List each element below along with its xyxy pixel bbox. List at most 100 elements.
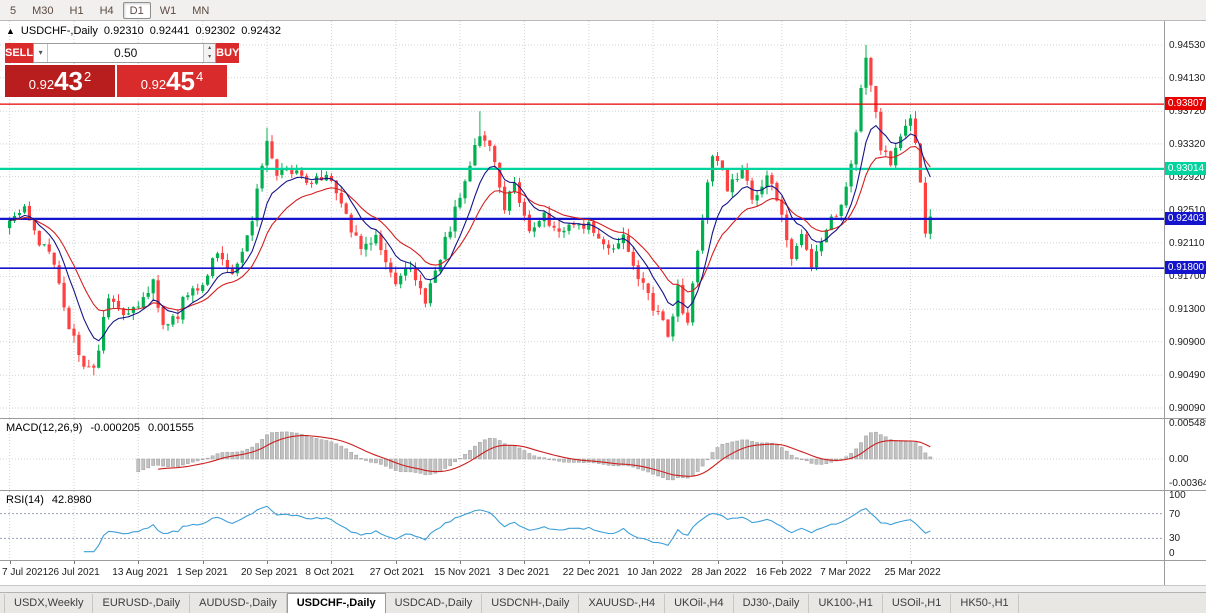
time-tick bbox=[588, 561, 590, 564]
price-tick-label: 0.93720 bbox=[1169, 106, 1206, 118]
price-tick-label: 0.92510 bbox=[1169, 205, 1206, 217]
macd-indicator-pane[interactable] bbox=[0, 419, 1164, 490]
price-tick-label: 0.92920 bbox=[1169, 171, 1206, 183]
chart-tab-uk100-h1[interactable]: UK100-,H1 bbox=[809, 594, 883, 613]
pane-separator[interactable] bbox=[0, 418, 1206, 419]
price-tick-label: 0.90490 bbox=[1169, 370, 1206, 382]
open-value: 0.92310 bbox=[103, 25, 144, 37]
volume-dropdown-button[interactable]: ▾ bbox=[34, 44, 49, 62]
one-click-trade-panel: SELL ▾ ▴ ▾ BUY 0.92432 bbox=[5, 43, 240, 97]
rsi-tick-label: 0 bbox=[1169, 548, 1175, 559]
pane-separator[interactable] bbox=[0, 490, 1206, 491]
volume-decrement-button[interactable]: ▾ bbox=[204, 53, 216, 62]
chart-tab-usdx-weekly[interactable]: USDX,Weekly bbox=[4, 594, 94, 613]
chart-tab-xauusd-h4[interactable]: XAUUSD-,H4 bbox=[579, 594, 666, 613]
time-tick bbox=[653, 561, 655, 564]
time-tick-label: 10 Jan 2022 bbox=[627, 567, 683, 578]
time-tick bbox=[781, 561, 783, 564]
price-tick-label: 0.94130 bbox=[1169, 72, 1206, 84]
timeframe-toolbar: 5 M30 H1 H4 D1 W1 MN bbox=[0, 0, 1206, 21]
chart-tab-usdchf-daily[interactable]: USDCHF-,Daily bbox=[286, 593, 386, 613]
time-tick-label: 25 Mar 2022 bbox=[884, 567, 941, 578]
sell-button[interactable]: SELL bbox=[5, 43, 34, 63]
chart-tabs-bar: USDX,Weekly EURUSD-,Daily AUDUSD-,Daily USD… bbox=[0, 592, 1206, 613]
chart-tab-usdcnh-daily[interactable]: USDCNH-,Daily bbox=[482, 594, 580, 613]
macd-value: -0.000205 bbox=[90, 422, 140, 434]
bid-pipette: 2 bbox=[84, 69, 92, 84]
price-axis[interactable]: 0.94530 0.94130 0.93720 0.93320 0.92920 0.925… bbox=[1164, 21, 1206, 585]
volume-spinner: ▴ ▾ bbox=[203, 44, 216, 62]
volume-combo: ▾ ▴ ▾ bbox=[33, 43, 217, 63]
time-tick-label: 27 Oct 2021 bbox=[369, 567, 425, 578]
bid-main-digits: 43 bbox=[54, 66, 83, 96]
price-level-tag: 0.92403 bbox=[1165, 211, 1206, 225]
time-tick-label: 1 Sep 2021 bbox=[176, 567, 228, 578]
chart-window: ▲ USDCHF-,Daily 0.92310 0.92441 0.92302 … bbox=[0, 21, 1206, 585]
price-tick-label: 0.93320 bbox=[1169, 138, 1206, 150]
collapse-trade-panel-icon[interactable]: ▲ bbox=[6, 26, 15, 36]
time-tick bbox=[202, 561, 204, 564]
time-tick bbox=[267, 561, 268, 564]
timeframe-H1[interactable]: H1 bbox=[69, 4, 84, 17]
chart-tab-usoil-h1[interactable]: USOil-,H1 bbox=[883, 594, 952, 613]
price-tick-label: 0.91300 bbox=[1169, 304, 1206, 316]
timeframe-H4[interactable]: H4 bbox=[99, 4, 114, 17]
chart-tab-eurusd-daily[interactable]: EURUSD-,Daily bbox=[93, 594, 191, 613]
chart-tab-dj30-daily[interactable]: DJ30-,Daily bbox=[734, 594, 810, 613]
rsi-name: RSI(14) bbox=[6, 494, 44, 506]
ask-price[interactable]: 0.92 45 4 bbox=[117, 65, 227, 97]
time-tick bbox=[9, 561, 11, 564]
chart-symbol-period-label: USDCHF-,Daily bbox=[20, 25, 98, 37]
chart-tab-hk50-h1[interactable]: HK50-,H1 bbox=[951, 594, 1019, 613]
timeframe-W1[interactable]: W1 bbox=[159, 4, 177, 17]
price-level-tag: 0.93807 bbox=[1165, 97, 1206, 111]
pane-separator[interactable] bbox=[0, 560, 1206, 561]
time-tick-label: 7 Jul 2021 bbox=[2, 567, 49, 578]
time-tick-label: 7 Mar 2022 bbox=[820, 567, 871, 578]
chart-title-bar: ▲ USDCHF-,Daily 0.92310 0.92441 0.92302 … bbox=[6, 25, 281, 37]
price-tick-label: 0.90090 bbox=[1169, 403, 1206, 414]
chart-tab-usdcad-daily[interactable]: USDCAD-,Daily bbox=[386, 594, 483, 613]
chart-tab-audusd-daily[interactable]: AUDUSD-,Daily bbox=[190, 594, 287, 613]
time-tick-label: 8 Oct 2021 bbox=[305, 567, 355, 578]
price-tick-label: 0.92110 bbox=[1169, 237, 1205, 249]
time-tick-label: 22 Dec 2021 bbox=[562, 567, 620, 578]
time-tick bbox=[331, 561, 333, 564]
time-tick-label: 13 Aug 2021 bbox=[112, 567, 169, 578]
price-chart[interactable] bbox=[0, 21, 1164, 418]
time-tick bbox=[395, 561, 397, 564]
macd-tick-label: 0.005489 bbox=[1169, 418, 1206, 430]
buy-button[interactable]: BUY bbox=[216, 43, 240, 63]
chart-tab-ukoil-h4[interactable]: UKOil-,H4 bbox=[665, 594, 734, 613]
volume-input[interactable] bbox=[48, 44, 204, 62]
time-tick bbox=[846, 561, 848, 564]
price-level-tag: 0.91800 bbox=[1165, 261, 1206, 275]
bid-price[interactable]: 0.92 43 2 bbox=[5, 65, 115, 97]
rsi-indicator-pane[interactable] bbox=[0, 491, 1164, 560]
time-tick-label: 28 Jan 2022 bbox=[691, 567, 747, 578]
time-tick-label: 20 Sep 2021 bbox=[241, 567, 298, 578]
rsi-tick-label: 30 bbox=[1169, 533, 1181, 545]
macd-signal-value: 0.001555 bbox=[147, 422, 194, 434]
ask-pipette: 4 bbox=[196, 69, 204, 84]
volume-increment-button[interactable]: ▴ bbox=[204, 44, 216, 53]
low-value: 0.92302 bbox=[195, 25, 236, 37]
time-tick bbox=[138, 561, 140, 564]
time-axis[interactable]: 7 Jul 2021 26 Jul 2021 13 Aug 2021 1 Sep 20… bbox=[0, 561, 1164, 585]
timeframe-5[interactable]: 5 bbox=[10, 4, 17, 17]
macd-name: MACD(12,26,9) bbox=[6, 422, 83, 434]
time-tick bbox=[524, 561, 526, 564]
high-value: 0.92441 bbox=[149, 25, 190, 37]
time-tick-label: 26 Jul 2021 bbox=[48, 567, 100, 578]
timeframe-M30[interactable]: M30 bbox=[32, 4, 54, 17]
time-tick bbox=[74, 561, 75, 564]
macd-tick-label: -0.00364 bbox=[1169, 477, 1206, 489]
chevron-down-icon: ▾ bbox=[38, 48, 43, 57]
timeframe-D1[interactable]: D1 bbox=[122, 1, 151, 19]
timeframe-MN[interactable]: MN bbox=[192, 4, 210, 17]
price-tick-label: 0.94530 bbox=[1169, 40, 1206, 51]
macd-label: MACD(12,26,9) -0.000205 0.001555 bbox=[6, 422, 194, 434]
status-strip bbox=[0, 585, 1206, 592]
rsi-label: RSI(14) 42.8980 bbox=[6, 494, 92, 506]
